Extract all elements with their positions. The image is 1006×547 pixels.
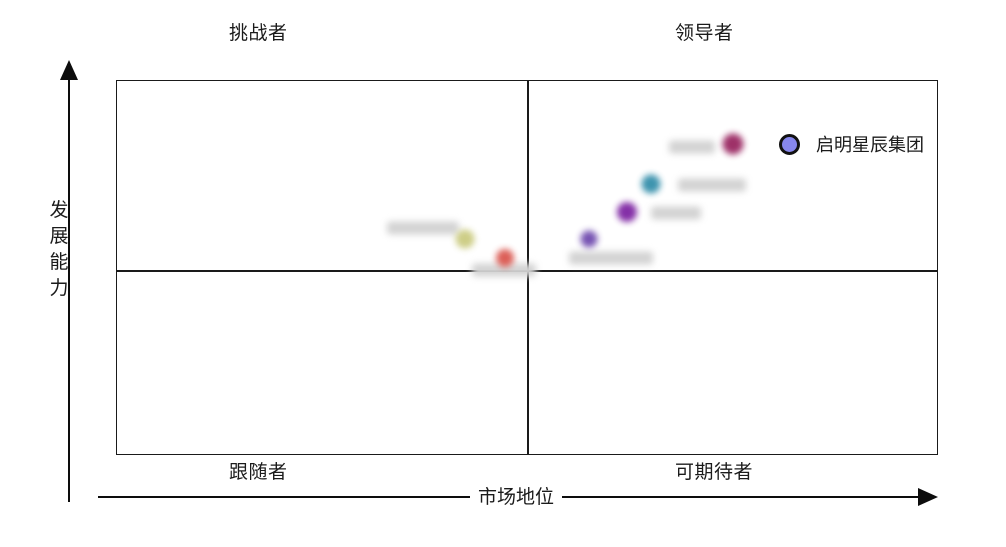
y-axis-title: 发展能力 [49,200,69,299]
quadrant-label-follower: 跟随者 [229,462,288,483]
legend: 启明星辰集团 [779,134,924,155]
obscured-vendor-label [678,178,746,192]
y-axis-arrow-icon [60,60,78,80]
obscured-vendor-label [651,206,701,220]
data-point-marker [455,229,475,249]
obscured-vendor-label [472,263,536,277]
data-point-marker [580,230,598,248]
quadrant-label-leader: 领导者 [675,23,734,44]
quadrant-label-challenger: 挑战者 [229,23,288,44]
data-point-marker [617,202,638,222]
quadrant-label-expectant: 可期待者 [675,462,754,483]
obscured-vendor-label [569,251,653,265]
data-point-marker [495,249,514,268]
x-axis-title: 市场地位 [470,487,563,509]
y-axis-line [68,78,70,502]
x-axis-arrow-icon [918,488,938,506]
obscured-vendor-label [387,221,459,235]
data-point-marker [722,133,744,155]
data-point-marker [641,174,661,194]
legend-marker-icon [779,134,800,155]
obscured-vendor-label [669,140,715,154]
legend-label: 启明星辰集团 [816,134,924,155]
